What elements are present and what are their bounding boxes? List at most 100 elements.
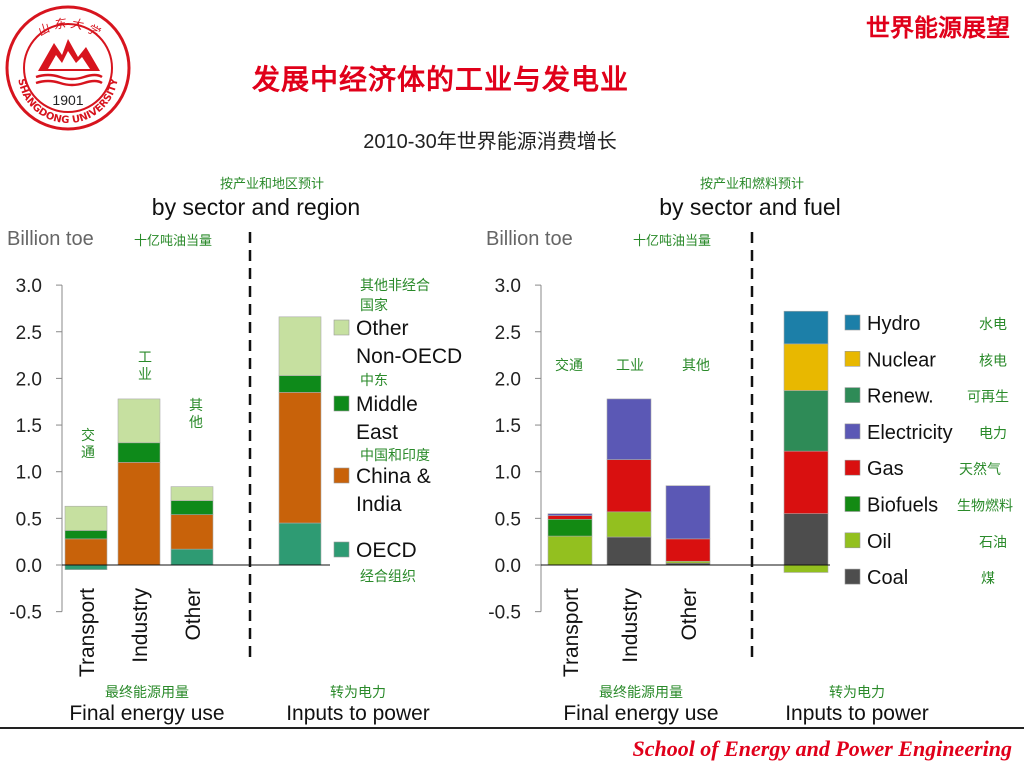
category-label-transport: Transport	[76, 588, 99, 677]
group-label-cn: 最终能源用量	[105, 685, 189, 701]
legend-swatch-hydro	[844, 314, 861, 331]
bar-segment-gas-transport	[547, 515, 593, 520]
footer-text: School of Energy and Power Engineering	[632, 736, 1012, 761]
category-label-transport: Transport	[560, 588, 583, 677]
legend-label-cn: 中东	[360, 373, 388, 389]
y-tick-label: 0.5	[16, 509, 42, 530]
y-tick-label: 1.5	[16, 416, 42, 437]
category-label-cn: 交通	[81, 427, 95, 461]
y-tick-label: 2.0	[16, 369, 42, 390]
bar-segment-oecd-transport	[64, 564, 108, 570]
group-label: Inputs to power	[286, 702, 430, 725]
chart-by-sector-and-region: 按产业和地区预计 by sector and region Billion toe 十…	[7, 177, 462, 725]
legend-swatch-electricity	[844, 423, 861, 440]
corner-title: 世界能源展望	[866, 13, 1010, 42]
legend-label-cn: 国家	[360, 297, 388, 314]
legend-label-electricity: Electricity	[867, 422, 953, 444]
legend-swatch-renew-	[844, 387, 861, 403]
legend-label-hydro: Hydro	[867, 313, 920, 335]
bar-segment-china-india-inputs-to-power	[278, 392, 322, 524]
university-logo: SHANGDONG UNIVERSITY 山 东 大 学 1901	[2, 3, 134, 133]
bar-segment-other-non-oecd-transport	[64, 505, 108, 531]
bar-segment-china-india-industry	[117, 462, 161, 566]
y-tick-label: 1.5	[495, 416, 521, 437]
group-label: Inputs to power	[785, 702, 929, 725]
y-tick-label: 3.0	[495, 276, 521, 297]
y-tick-label: 0.0	[495, 556, 521, 577]
legend-label-oecd: OECD	[356, 539, 417, 562]
legend-label-cn: 核电	[979, 353, 1007, 369]
y-axis-label-cn: 十亿吨油当量	[633, 234, 711, 249]
y-tick-label: 1.0	[16, 463, 42, 484]
slide-title: 发展中经济体的工业与发电业	[252, 63, 630, 96]
group-label-cn: 最终能源用量	[599, 685, 683, 701]
category-label-other: Other	[182, 588, 205, 641]
y-tick-label: 2.5	[495, 323, 521, 344]
bar-segment-electricity-transport	[547, 513, 593, 516]
bar-segment-oil-industry	[606, 511, 652, 538]
subtitle-cn: 按产业和地区预计	[220, 177, 324, 192]
legend-label-middle-east: Middle East	[356, 393, 418, 444]
legend-label-china-india: China & India	[356, 465, 431, 516]
y-tick-label: 2.0	[495, 369, 521, 390]
legend-label-cn: 石油	[979, 535, 1007, 551]
y-axis-label: Billion toe	[486, 228, 573, 250]
footer-divider	[0, 727, 1024, 729]
subtitle: by sector and region	[152, 194, 360, 220]
y-tick-label: -0.5	[488, 603, 521, 624]
bar-segment-middle-east-industry	[117, 442, 161, 463]
bar-segment-oil-transport	[547, 535, 593, 566]
legend-swatch-gas	[844, 459, 861, 476]
bar-segment-renew--inputs-to-power	[783, 390, 829, 452]
legend-swatch-oecd	[333, 541, 350, 558]
legend-swatch-middle-east	[333, 395, 350, 412]
legend-label-nuclear: Nuclear	[867, 349, 936, 371]
bar-segment-biofuels-transport	[547, 518, 593, 537]
bar-segment-gas-other	[665, 538, 711, 562]
bar-segment-oecd-other	[170, 548, 214, 566]
y-tick-label: 0.0	[16, 556, 42, 577]
bar-segment-china-india-transport	[64, 538, 108, 566]
bar-segment-other-non-oecd-inputs-to-power	[278, 316, 322, 376]
category-label-cn: 交通	[555, 357, 583, 374]
legend-label-cn: 经合组织	[360, 569, 416, 585]
bar-segment-oil-inputs-to-power	[783, 564, 829, 573]
legend-label-oil: Oil	[867, 531, 891, 553]
legend-label-cn: 可再生	[967, 390, 1009, 406]
bar-segment-middle-east-other	[170, 500, 214, 515]
category-label-cn: 工业	[616, 358, 644, 374]
bar-segment-middle-east-inputs-to-power	[278, 375, 322, 393]
logo-year: 1901	[52, 92, 83, 108]
bar-segment-nuclear-inputs-to-power	[783, 343, 829, 391]
legend-swatch-biofuels	[844, 496, 861, 512]
legend-label-cn: 生物燃料	[957, 498, 1013, 515]
y-tick-label: 0.5	[495, 509, 521, 530]
bar-segment-gas-inputs-to-power	[783, 450, 829, 514]
legend-label-cn: 天然气	[959, 461, 1001, 478]
bar-segment-oecd-inputs-to-power	[278, 522, 322, 566]
group-label-cn: 转为电力	[829, 685, 885, 701]
y-axis-label: Billion toe	[7, 228, 94, 250]
bar-segment-electricity-industry	[606, 398, 652, 460]
legend-label-cn: 电力	[979, 426, 1007, 442]
legend-swatch-china-india	[333, 467, 350, 484]
legend-label-gas: Gas	[867, 458, 904, 480]
bar-segment-gas-industry	[606, 459, 652, 513]
chart-by-sector-and-fuel: 按产业和燃料预计 by sector and fuel Billion toe 十亿吨…	[486, 176, 1013, 725]
legend-label-cn: 中国和印度	[360, 448, 430, 464]
legend-swatch-other-non-oecd	[333, 319, 350, 336]
category-label-industry: Industry	[619, 588, 642, 663]
legend-label-coal: Coal	[867, 567, 908, 589]
legend-swatch-nuclear	[844, 350, 861, 367]
subtitle: by sector and fuel	[659, 194, 841, 220]
category-label-industry: Industry	[129, 588, 152, 663]
bar-segment-hydro-inputs-to-power	[783, 310, 829, 345]
legend-label-cn: 煤	[981, 571, 995, 587]
legend-swatch-coal	[844, 568, 861, 585]
legend-label-biofuels: Biofuels	[867, 495, 938, 517]
bar-segment-china-india-other	[170, 514, 214, 550]
bar-segment-electricity-other	[665, 485, 711, 540]
group-label: Final energy use	[69, 702, 224, 725]
group-label-cn: 转为电力	[330, 685, 386, 701]
